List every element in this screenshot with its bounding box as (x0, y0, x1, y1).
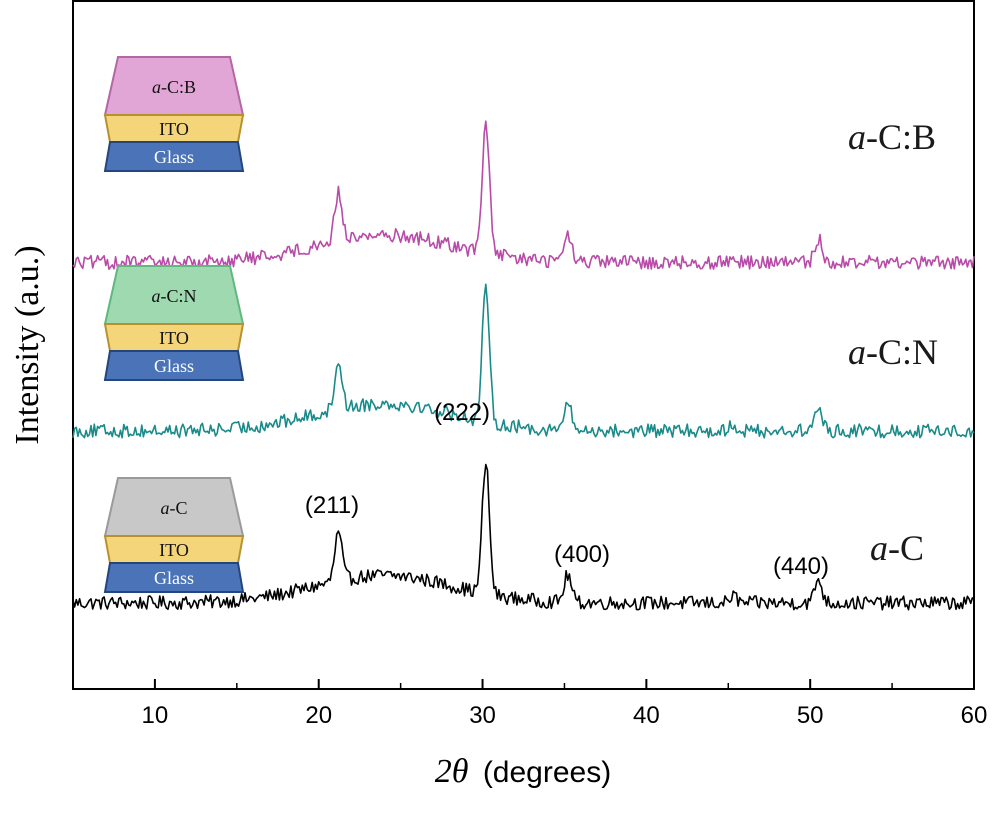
plot-area-border (72, 0, 975, 690)
peak-label-211: (211) (305, 492, 359, 519)
x-tick-label: 50 (797, 702, 824, 729)
layer-stack-a-c-b: a-C:B ITO Glass (103, 56, 245, 172)
series-line-a-c-n (72, 283, 975, 439)
series-line-a-c (72, 463, 975, 611)
stack-top-label-a-c-n: a-C:N (152, 286, 197, 306)
stack-ito-label-a-c: ITO (159, 540, 189, 560)
x-tick-label: 40 (633, 702, 660, 729)
stack-top-label-a-c: a-C (161, 498, 188, 518)
x-axis-ticks: 10 20 30 40 50 60 (72, 679, 988, 729)
peak-label-222: (222) (434, 399, 490, 426)
x-axis-title-unit: (degrees) (483, 756, 611, 789)
x-tick-label: 60 (961, 702, 988, 729)
layer-stack-a-c-n: a-C:N ITO Glass (103, 265, 245, 381)
stack-glass-label-a-c-n: Glass (154, 356, 194, 376)
series-label-a-c: a-C (870, 528, 924, 568)
stack-top-label-a-c-b: a-C:B (152, 77, 196, 97)
series-label-a-c-n: a-C:N (848, 332, 938, 372)
x-tick-label: 30 (469, 702, 496, 729)
series-label-a-c-b: a-C:B (848, 117, 936, 157)
stack-glass-layer-a-c (103, 562, 245, 593)
peak-labels: (211) (222) (400) (440) (305, 399, 829, 580)
stack-glass-layer-a-c-n (103, 350, 245, 381)
x-tick-label: 20 (305, 702, 332, 729)
x-tick-label: 10 (142, 702, 169, 729)
stack-glass-layer-a-c-b (103, 141, 245, 172)
stack-glass-label-a-c: Glass (154, 568, 194, 588)
stack-ito-label-a-c-n: ITO (159, 328, 189, 348)
stack-glass-label-a-c-b: Glass (154, 147, 194, 167)
series-labels: a-C:B a-C:N a-C (848, 117, 938, 568)
plot-frame (72, 0, 975, 690)
peak-label-440: (440) (773, 553, 829, 580)
stack-ito-label-a-c-b: ITO (159, 119, 189, 139)
series-line-a-c-b (72, 120, 975, 270)
y-axis-title: Intensity (a.u.) (9, 245, 46, 444)
peak-label-400: (400) (554, 541, 610, 568)
x-axis-title: 2θ (degrees) (435, 753, 611, 790)
series-layer (72, 120, 975, 611)
x-axis-title-prefix: 2θ (435, 753, 469, 790)
layer-stack-a-c: a-C ITO Glass (103, 477, 245, 593)
